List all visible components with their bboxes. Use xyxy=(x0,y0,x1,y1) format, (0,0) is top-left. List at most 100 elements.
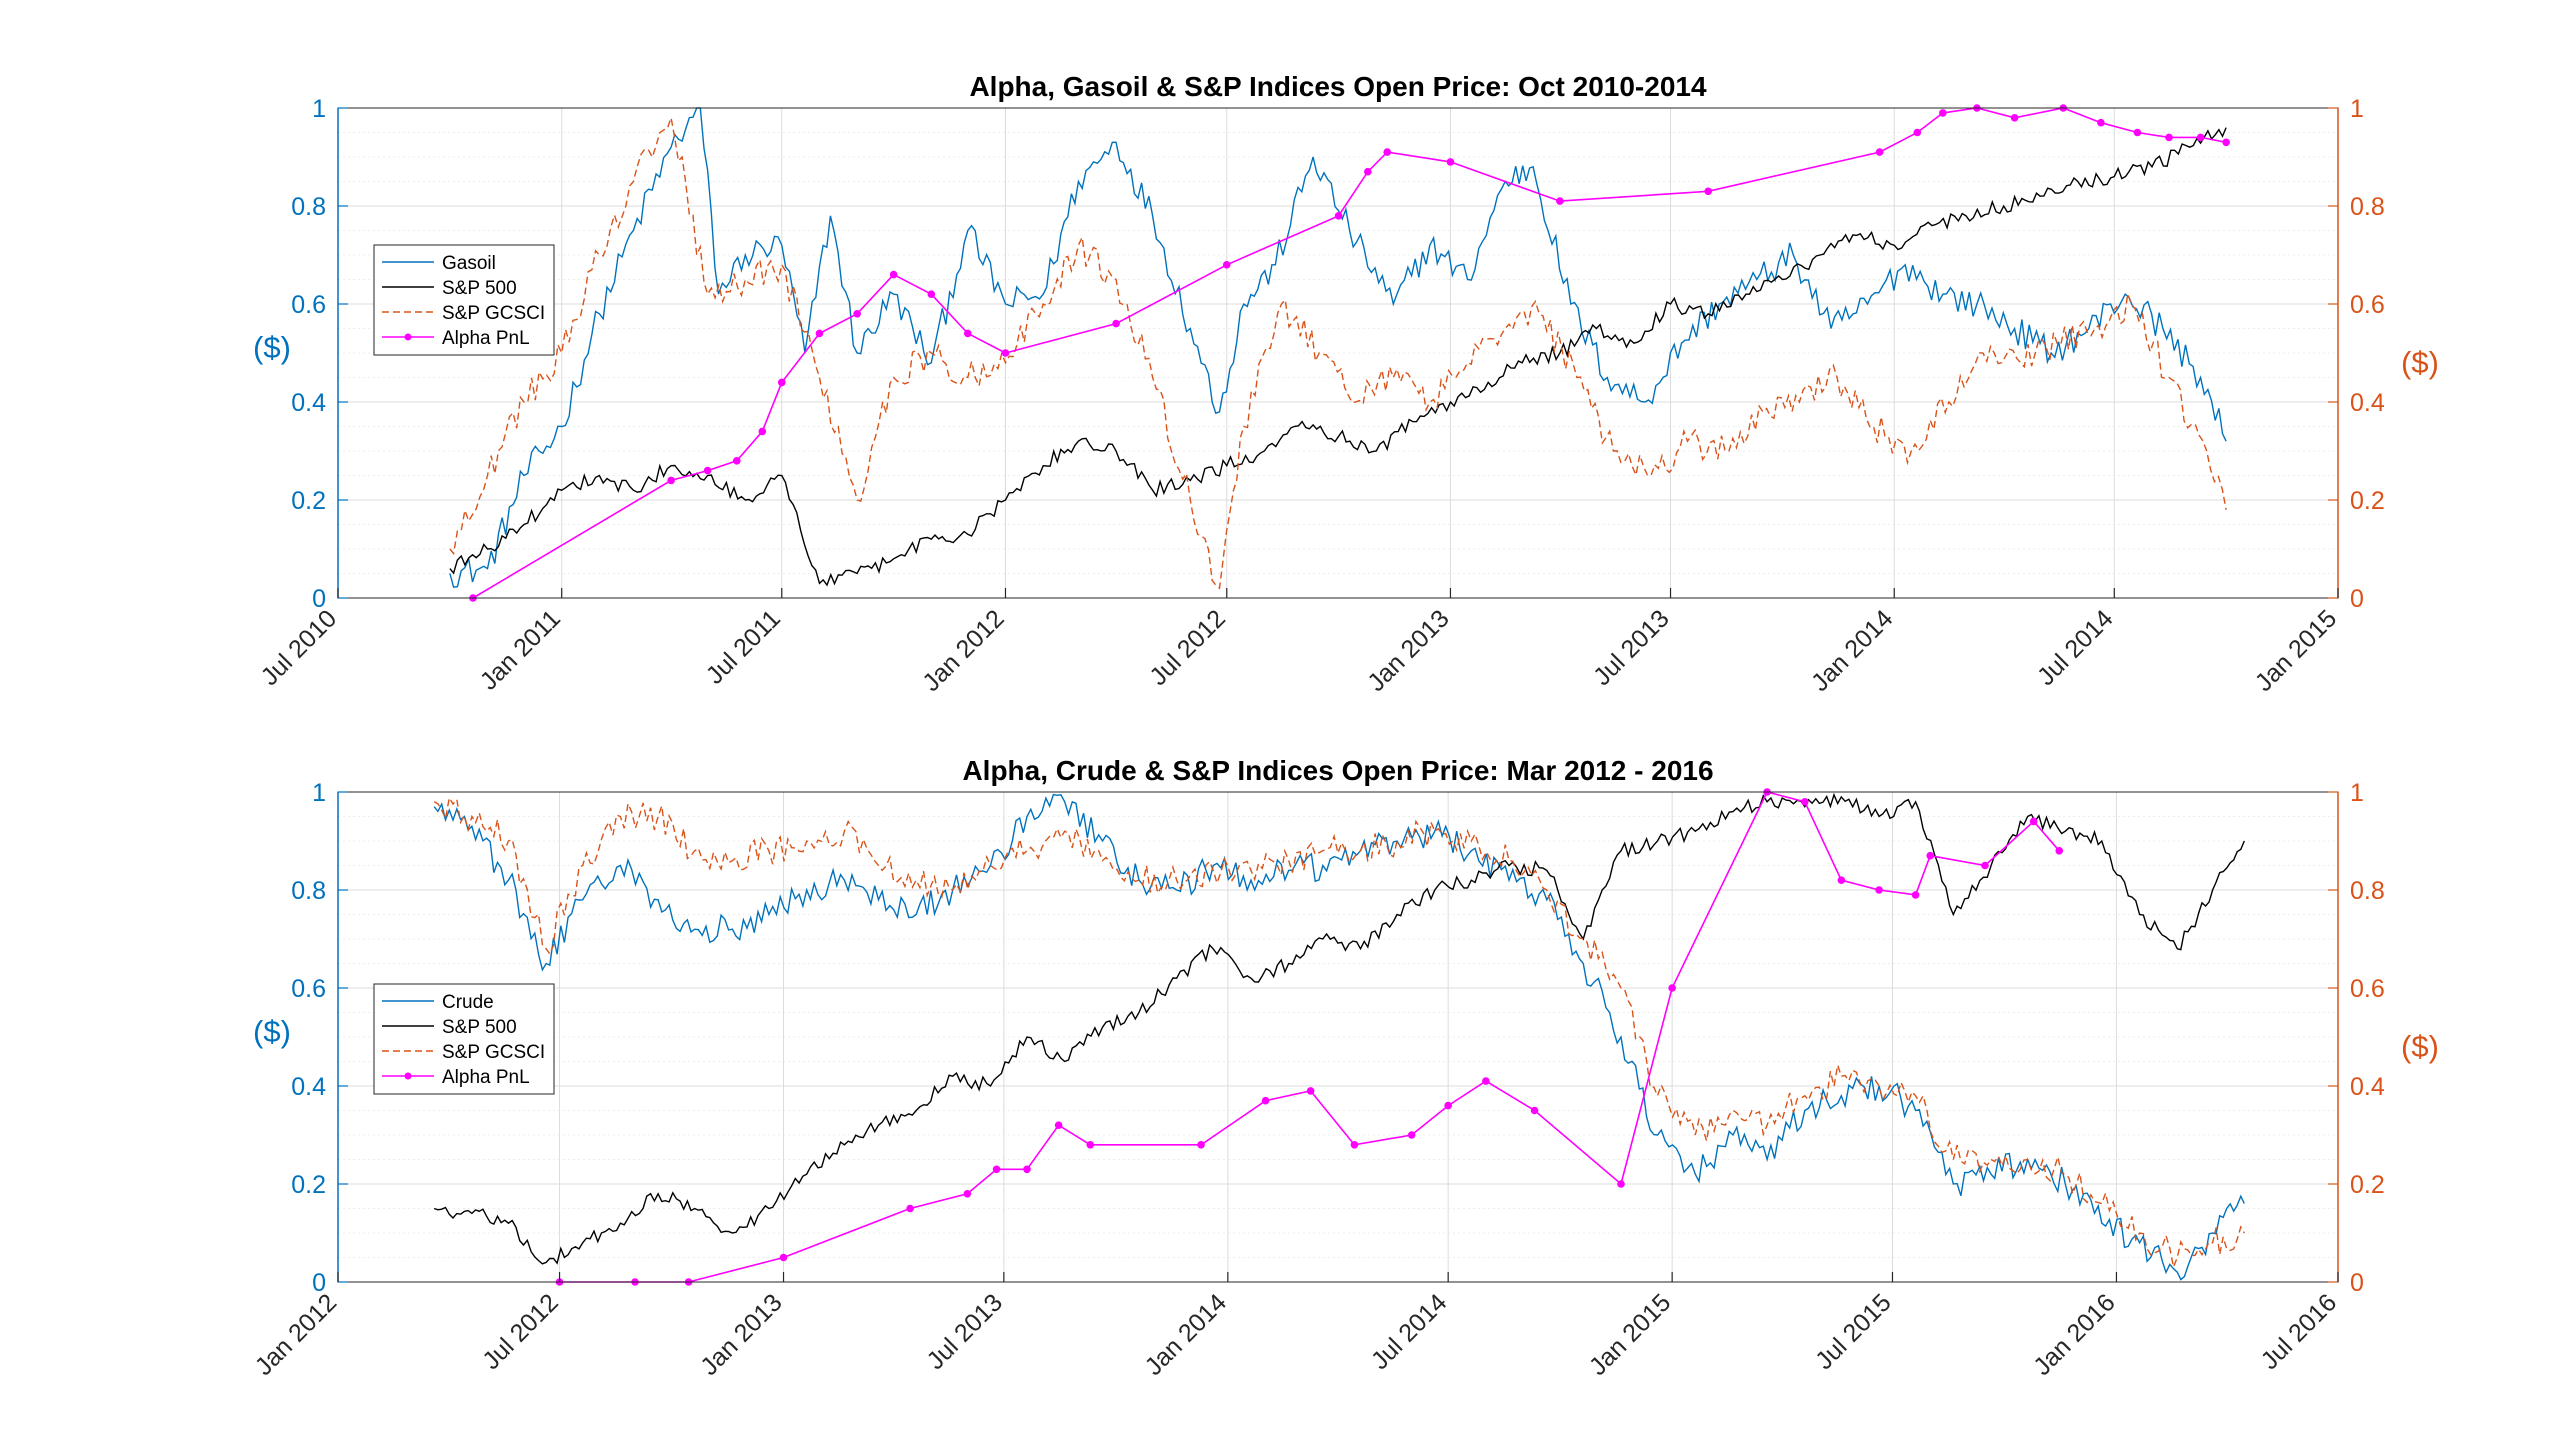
x-tick-label: Jul 2015 xyxy=(1810,1288,1897,1375)
x-tick-label: Jul 2011 xyxy=(701,604,786,689)
alpha-pnl-point xyxy=(1334,212,1343,220)
x-tick-label: Jan 2014 xyxy=(1140,1288,1233,1381)
alpha-pnl-point xyxy=(2097,118,2105,127)
legend: Crude S&P 500 S&P GCSCI Alpha PnL xyxy=(373,983,555,1095)
left-y-tick-label: 0 xyxy=(312,585,326,613)
alpha-pnl-point xyxy=(1875,148,1884,156)
alpha-pnl-point xyxy=(963,329,972,338)
alpha-pnl-point xyxy=(2029,817,2038,826)
alpha-pnl-point xyxy=(1668,984,1676,992)
alpha-pnl-point xyxy=(815,329,824,338)
series-line-s-p-gcsci xyxy=(433,795,2245,1270)
alpha-pnl-point xyxy=(1350,1141,1359,1149)
series-line-crude xyxy=(433,793,2245,1281)
alpha-pnl-point xyxy=(703,466,712,475)
alpha-pnl-point xyxy=(1306,1087,1315,1095)
left-y-tick-label: 0.8 xyxy=(291,193,326,221)
legend-marker xyxy=(404,333,412,341)
x-tick-label: Jul 2014 xyxy=(1366,1288,1453,1375)
right-y-tick-label: 1 xyxy=(2350,779,2364,807)
legend-label: S&P GCSCI xyxy=(442,1042,545,1063)
alpha-pnl-point xyxy=(1617,1180,1625,1188)
alpha-pnl-point xyxy=(1801,798,1809,806)
x-tick-label: Jul 2010 xyxy=(256,604,343,691)
left-y-tick-label: 0.2 xyxy=(291,1171,326,1199)
alpha-pnl-point xyxy=(1054,1121,1063,1129)
x-tick-label: Jan 2015 xyxy=(2250,604,2343,697)
alpha-pnl-point xyxy=(1383,148,1392,156)
alpha-pnl-point xyxy=(1407,1131,1416,1139)
left-y-tick-label: 0.6 xyxy=(291,975,326,1003)
left-y-tick-label: 0.4 xyxy=(291,1073,326,1101)
series-line-gasoil xyxy=(449,107,2227,588)
right-y-tick-label: 0.2 xyxy=(2350,487,2385,515)
right-y-tick-label: 1 xyxy=(2350,95,2364,123)
right-y-tick-label: 0 xyxy=(2350,1269,2364,1297)
alpha-pnl-point xyxy=(1363,167,1372,176)
alpha-pnl-point xyxy=(1112,319,1120,328)
legend: Gasoil S&P 500 S&P GCSCI Alpha PnL xyxy=(373,244,555,356)
alpha-pnl-point xyxy=(1197,1141,1205,1149)
alpha-pnl-point xyxy=(1261,1096,1270,1105)
left-y-tick-label: 0 xyxy=(312,1269,326,1297)
alpha-pnl-point xyxy=(2055,847,2064,855)
alpha-pnl-point xyxy=(1926,851,1935,860)
chart-panel-top: 0 0.2 0.4 0.6 0.8 1 0 0.2 0.4 0.6 0.8 1 Jul 2010 Jan … xyxy=(253,71,2439,697)
x-tick-label: Jan 2011 xyxy=(475,604,566,695)
alpha-pnl-point xyxy=(1446,158,1455,166)
alpha-pnl-point xyxy=(889,270,898,279)
left-y-tick-label: 0.8 xyxy=(291,877,326,905)
alpha-pnl-point xyxy=(732,457,741,465)
series-line-s-p-500 xyxy=(433,792,2245,1265)
alpha-pnl-point xyxy=(1913,128,1922,137)
legend-marker xyxy=(404,1072,412,1080)
alpha-pnl-point xyxy=(963,1190,972,1198)
x-tick-label: Jul 2012 xyxy=(477,1288,564,1375)
alpha-pnl-point xyxy=(927,290,936,299)
alpha-pnl-point xyxy=(1911,891,1920,899)
left-y-tick-label: 1 xyxy=(312,95,326,123)
right-y-tick-label: 0.4 xyxy=(2350,1073,2385,1101)
alpha-pnl-point xyxy=(1482,1077,1490,1085)
chart-panel-bottom: 0 0.2 0.4 0.6 0.8 1 0 0.2 0.4 0.6 0.8 1 Jan 2012 Jul … xyxy=(250,755,2439,1381)
x-tick-label: Jan 2014 xyxy=(1806,604,1899,697)
left-y-axis-label: ($) xyxy=(253,330,291,365)
alpha-pnl-point xyxy=(1981,861,1989,870)
legend-label: Crude xyxy=(442,992,494,1013)
x-tick-label: Jan 2013 xyxy=(695,1288,788,1381)
left-y-axis-label: ($) xyxy=(253,1014,291,1049)
series-line-s-p-gcsci xyxy=(449,115,2227,590)
chart-title: Alpha, Crude & S&P Indices Open Price: M… xyxy=(962,755,1713,786)
right-y-tick-label: 0 xyxy=(2350,585,2364,613)
x-tick-label: Jan 2012 xyxy=(917,604,1010,697)
alpha-pnl-point xyxy=(667,476,675,485)
alpha-pnl-point xyxy=(1704,187,1713,196)
chart-title: Alpha, Gasoil & S&P Indices Open Price: … xyxy=(969,71,1707,102)
legend-label: Alpha PnL xyxy=(442,328,530,349)
alpha-pnl-point xyxy=(1530,1106,1539,1115)
x-tick-label: Jan 2012 xyxy=(250,1288,343,1381)
legend-label: S&P 500 xyxy=(442,278,517,299)
alpha-pnl-point xyxy=(1444,1101,1452,1110)
legend-label: S&P 500 xyxy=(442,1017,517,1038)
right-y-tick-label: 0.6 xyxy=(2350,975,2385,1003)
alpha-pnl-point xyxy=(2165,133,2173,142)
alpha-pnl-point xyxy=(2010,114,2019,122)
alpha-pnl-point xyxy=(1222,261,1231,269)
x-tick-label: Jul 2012 xyxy=(1144,604,1231,691)
alpha-pnl-point xyxy=(1556,197,1564,205)
alpha-pnl-point xyxy=(1086,1141,1095,1149)
x-tick-label: Jul 2013 xyxy=(921,1288,1008,1375)
alpha-pnl-point xyxy=(1875,886,1883,894)
right-y-tick-label: 0.8 xyxy=(2350,877,2385,905)
alpha-pnl-point xyxy=(1939,109,1947,117)
legend-label: Alpha PnL xyxy=(442,1067,530,1088)
x-tick-label: Jul 2013 xyxy=(1588,604,1675,691)
alpha-pnl-point xyxy=(1023,1165,1031,1174)
alpha-pnl-point xyxy=(758,427,767,436)
right-y-axis-label: ($) xyxy=(2401,345,2439,380)
left-y-tick-label: 0.2 xyxy=(291,487,326,515)
alpha-pnl-point xyxy=(906,1204,914,1213)
right-y-axis-label: ($) xyxy=(2401,1029,2439,1064)
alpha-pnl-point xyxy=(853,310,861,318)
